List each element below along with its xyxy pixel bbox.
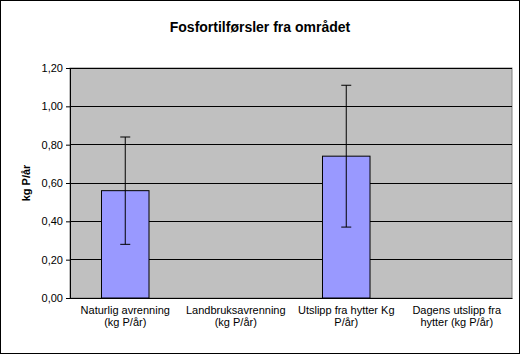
y-tick-mark <box>66 145 70 146</box>
y-tick: 1,20 <box>42 62 70 74</box>
plot-area <box>70 68 512 298</box>
y-tick: 0,20 <box>42 254 70 266</box>
y-tick-label: 1,00 <box>42 100 63 112</box>
y-tick-mark <box>66 183 70 184</box>
y-tick: 0,00 <box>42 292 70 304</box>
chart-border <box>1 1 520 354</box>
grid-line <box>70 106 512 107</box>
x-axis-line <box>71 298 513 299</box>
x-tick: Utslipp fra hytter KgP/år) <box>298 298 395 328</box>
y-tick: 0,80 <box>42 139 70 151</box>
grid <box>70 68 512 298</box>
grid-line <box>70 183 512 184</box>
y-tick-label: 1,20 <box>42 62 63 74</box>
y-tick: 0,60 <box>42 177 70 189</box>
y-tick-mark <box>66 106 70 107</box>
bars <box>101 85 370 298</box>
grid-line <box>70 68 512 69</box>
y-tick: 0,40 <box>42 215 70 227</box>
error-line <box>346 85 347 227</box>
x-tick: Dagens utslipp frahytter (kg P/år) <box>412 298 502 328</box>
y-tick-label: 0,60 <box>42 177 63 189</box>
x-tick: Naturlig avrenning(kg P/år) <box>81 298 170 328</box>
y-tick: 1,00 <box>42 100 70 112</box>
y-tick-label: 0,80 <box>42 139 63 151</box>
y-tick-mark <box>66 260 70 261</box>
x-tick-label: Naturlig avrenning(kg P/år) <box>81 304 170 329</box>
error-cap <box>120 244 130 245</box>
y-axis-title: kg P/år <box>20 164 32 201</box>
chart: 0,00 0,20 0,40 0,60 0,80 1,00 1,20 Naturlig avr… <box>0 0 520 354</box>
error-cap <box>341 227 351 228</box>
y-axis: 0,00 0,20 0,40 0,60 0,80 1,00 1,20 <box>42 62 71 304</box>
x-tick-label: Dagens utslipp frahytter (kg P/år) <box>412 304 502 329</box>
grid-line <box>70 144 512 145</box>
title: Fosfortilførsler fra området <box>170 19 351 35</box>
y-tick-label: 0,40 <box>42 215 63 227</box>
plot: 0,00 0,20 0,40 0,60 0,80 1,00 1,20 Naturlig avr… <box>42 62 513 328</box>
y-tick-label: 0,20 <box>42 254 63 266</box>
y-tick-label: 0,00 <box>42 292 63 304</box>
y-tick-mark <box>66 298 70 299</box>
y-tick-mark <box>66 68 70 69</box>
error-line <box>125 137 126 244</box>
y-tick-mark <box>66 221 70 222</box>
x-axis: Naturlig avrenning(kg P/år) Landbruksavre… <box>71 298 513 328</box>
x-tick-label: Landbruksavrenning(kg P/år) <box>186 304 286 329</box>
x-tick: Landbruksavrenning(kg P/år) <box>186 298 286 328</box>
error-bar <box>120 137 130 244</box>
error-cap <box>341 85 351 86</box>
x-tick-label: Utslipp fra hytter KgP/år) <box>298 304 395 329</box>
error-cap <box>120 137 130 138</box>
error-bar <box>341 85 351 227</box>
y-axis-line <box>70 69 71 299</box>
